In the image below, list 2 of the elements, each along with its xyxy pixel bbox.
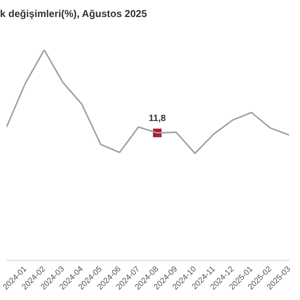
chart-title: k değişimleri(%), Ağustos 2025 [0,8,148,20]
annotation: 11,8 [148,112,166,123]
